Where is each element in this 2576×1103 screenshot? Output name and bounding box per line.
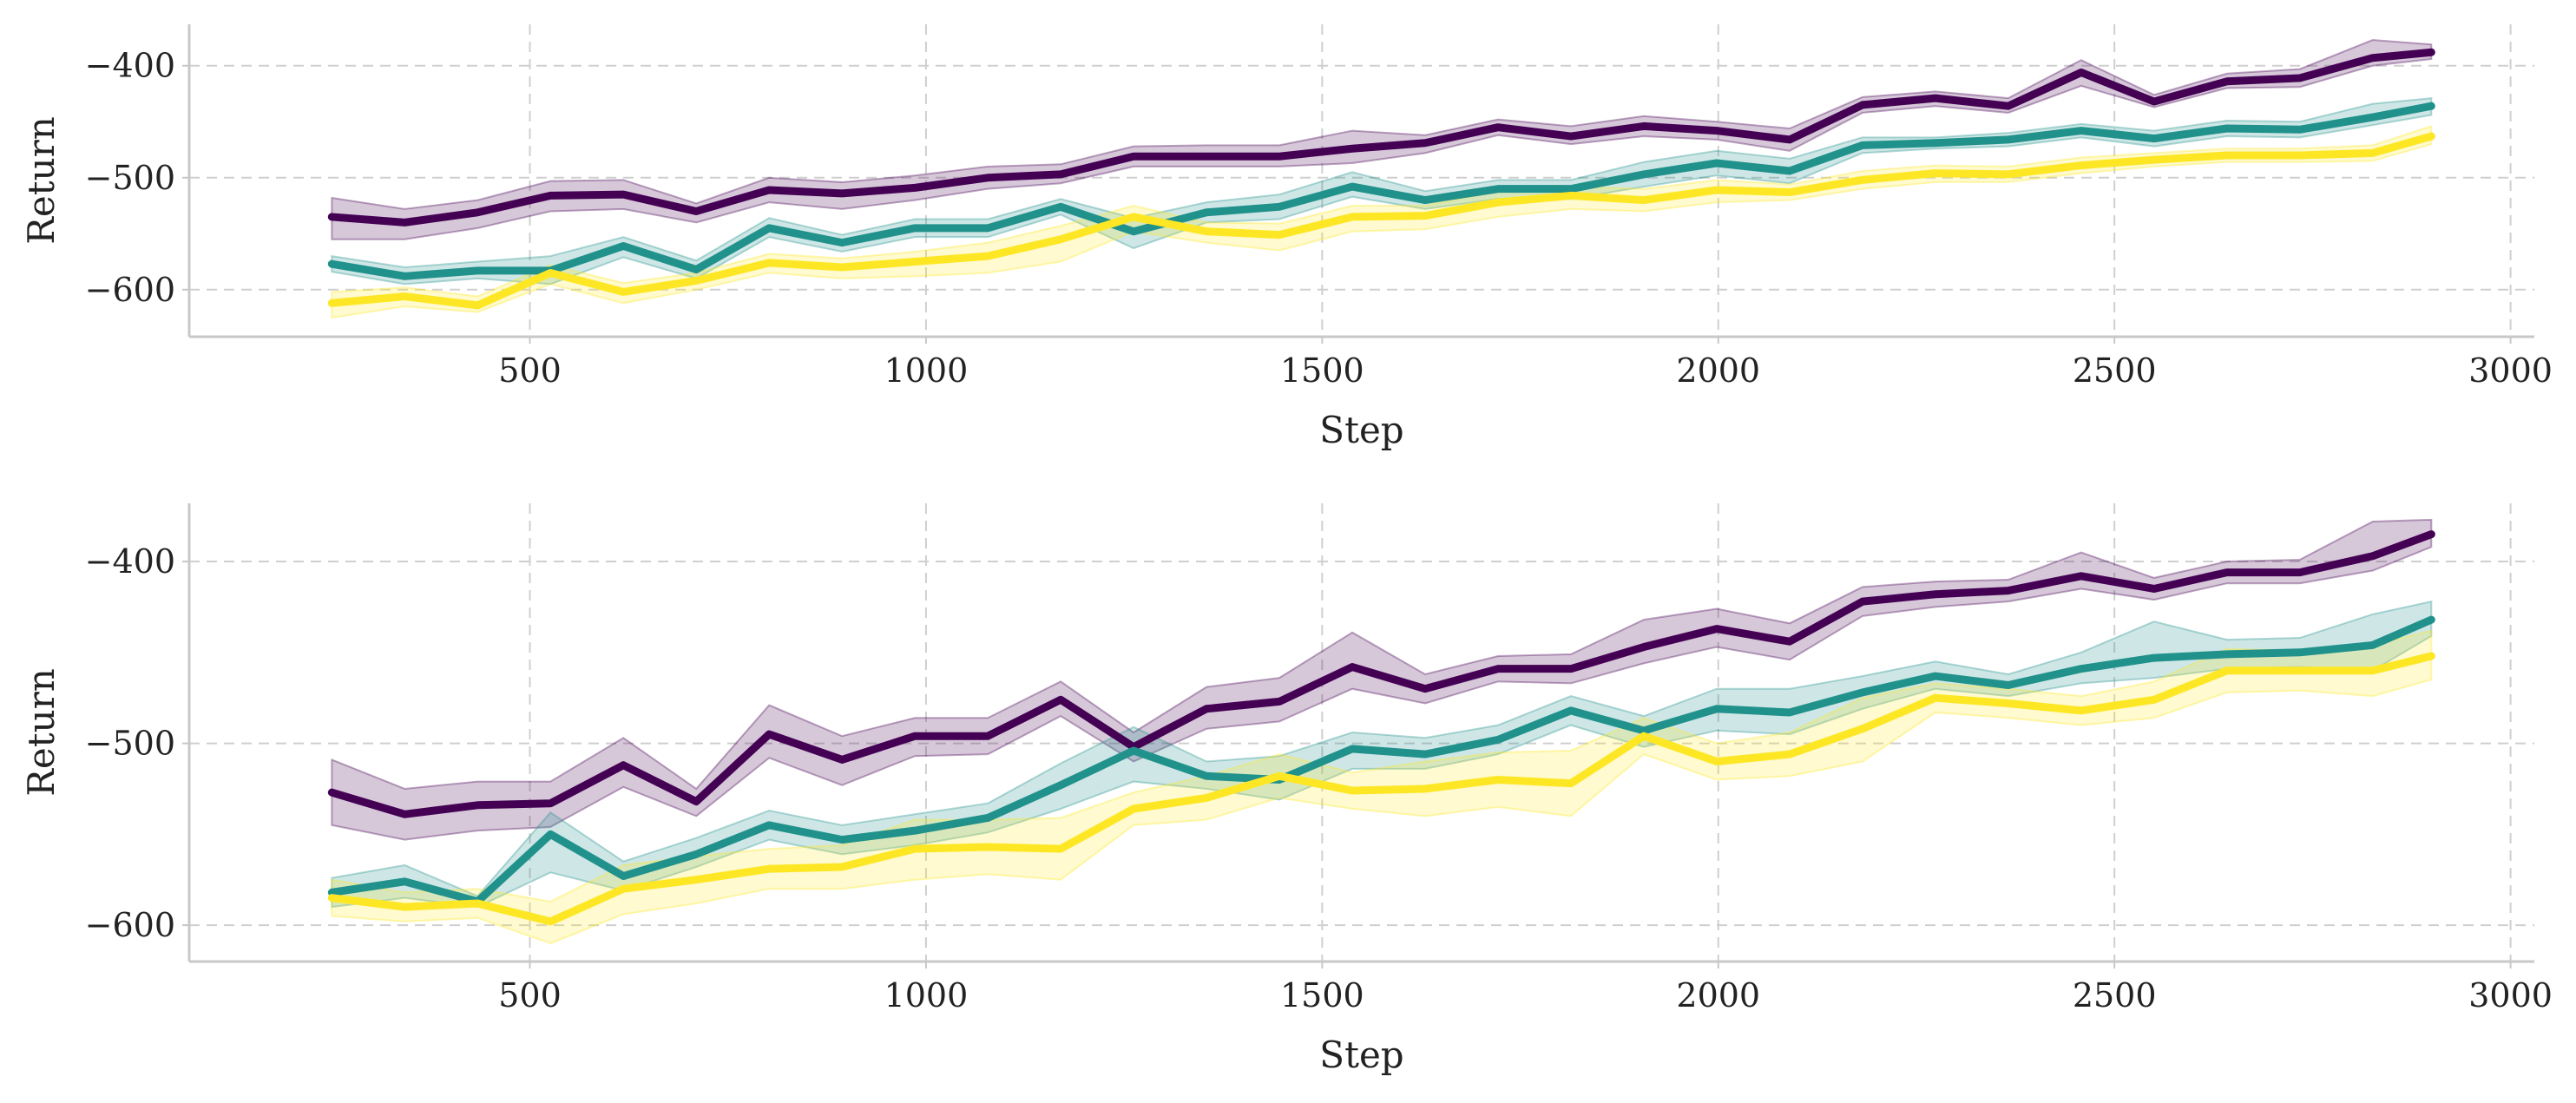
y-axis-label: Return xyxy=(20,668,62,797)
x-tick-label-1: 1000 xyxy=(884,976,969,1014)
x-tick-label-0: 500 xyxy=(498,976,562,1014)
chart-bottom: 500 1000 1500 2000 2500 3000 −600 −500 −400 Step R… xyxy=(20,503,2553,1076)
x-tick-label-1: 1000 xyxy=(884,351,969,390)
series-1-line xyxy=(327,102,2435,280)
x-tick-label-4: 2500 xyxy=(2073,351,2157,390)
x-tick-label-4: 2500 xyxy=(2073,976,2157,1014)
series-0-line xyxy=(327,48,2435,227)
series-0-line xyxy=(327,530,2435,818)
x-tick-label-5: 3000 xyxy=(2468,976,2553,1014)
y-tick-label-1: −500 xyxy=(85,725,175,763)
y-tick-label-0: −600 xyxy=(85,906,175,944)
chart-top: 500 1000 1500 2000 2500 3000 −600 −500 −400 Step R… xyxy=(20,24,2553,451)
y-tick-label-2: −400 xyxy=(85,542,175,581)
x-tick-label-0: 500 xyxy=(498,351,562,390)
y-tick-label-0: −600 xyxy=(85,271,175,309)
x-axis-label: Step xyxy=(1319,1034,1403,1076)
y-tick-label-2: −400 xyxy=(85,47,175,85)
series-1-line xyxy=(327,615,2435,906)
series-2-line xyxy=(327,132,2435,310)
y-axis-label: Return xyxy=(20,116,62,245)
series-2-line xyxy=(327,652,2435,926)
x-tick-label-3: 2000 xyxy=(1676,351,1760,390)
x-tick-label-2: 1500 xyxy=(1280,976,1364,1014)
x-tick-label-2: 1500 xyxy=(1280,351,1364,390)
x-tick-label-3: 2000 xyxy=(1676,976,1760,1014)
x-tick-label-5: 3000 xyxy=(2468,351,2553,390)
x-axis-label: Step xyxy=(1319,409,1403,451)
y-tick-label-1: −500 xyxy=(85,159,175,197)
